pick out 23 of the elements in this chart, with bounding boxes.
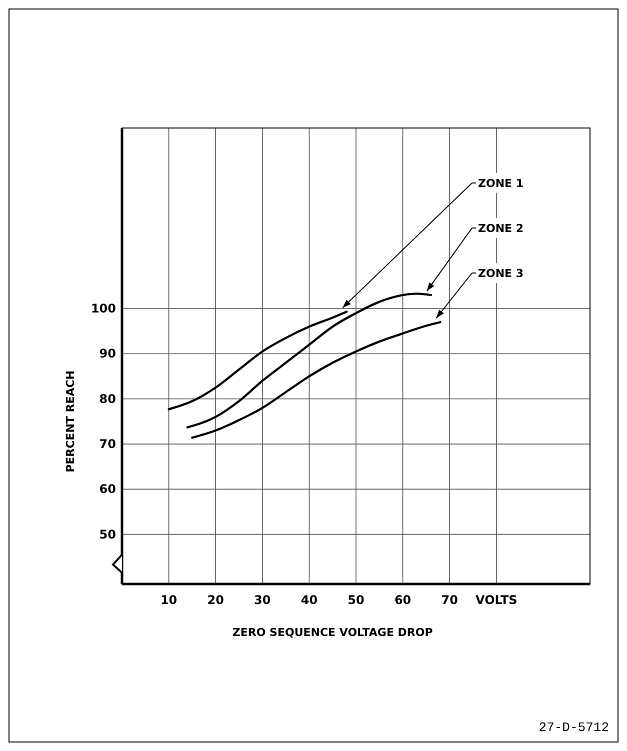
y-tick-label: 100	[90, 302, 116, 316]
legend-label: ZONE 2	[478, 222, 524, 235]
x-tick-label: VOLTS	[476, 593, 518, 607]
x-tick-label: 50	[348, 593, 364, 607]
y-tick-label: 50	[99, 527, 116, 542]
line-series	[186, 292, 432, 428]
x-tick-label: 20	[207, 593, 224, 607]
x-tick-label: 10	[160, 593, 178, 607]
text: 27-D-5712	[538, 720, 609, 735]
x-tick-label: 40	[300, 593, 318, 607]
y-tick-label: 60	[99, 482, 116, 496]
y-tick-label: 80	[99, 392, 116, 406]
x-tick-label: 30	[254, 593, 271, 607]
x-tick-label: 60	[394, 593, 412, 607]
legend-label: ZONE 3	[478, 267, 524, 280]
line-series	[168, 310, 348, 410]
legend-label: ZONE 1	[478, 177, 524, 190]
x-tick-label: 70	[441, 593, 458, 607]
x-axis-title: ZERO SEQUENCE VOLTAGE DROP	[232, 626, 433, 639]
y-tick-label: 70	[99, 437, 116, 452]
y-axis-title: PERCENT REACH	[64, 370, 77, 472]
line-series	[191, 321, 442, 439]
y-tick-label: 90	[99, 346, 116, 361]
